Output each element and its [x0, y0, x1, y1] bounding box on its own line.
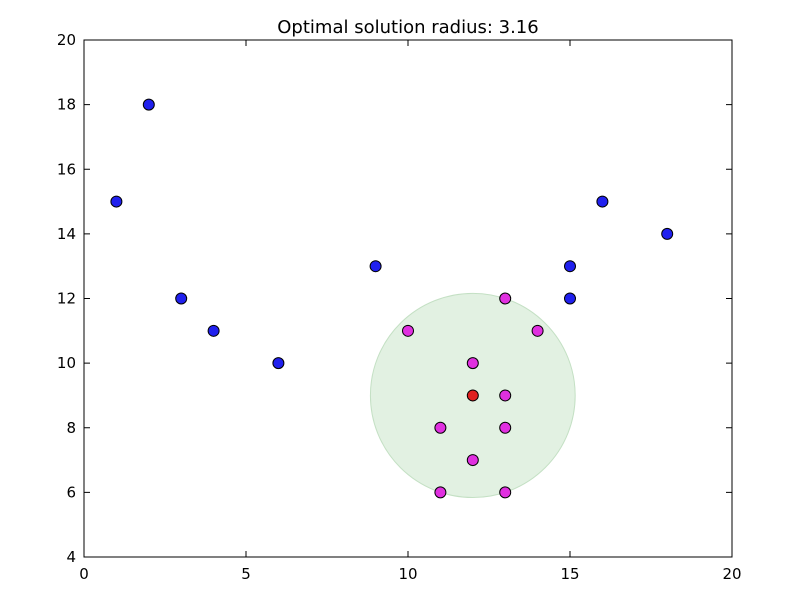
inside-points-point [499, 389, 512, 402]
outside-points-point [564, 260, 576, 273]
center-point [466, 389, 479, 402]
x-tick-label: 10 [398, 565, 417, 583]
inside-points-point [499, 292, 512, 305]
y-tick-label: 16 [57, 160, 76, 178]
outside-points-point [272, 357, 285, 370]
y-tick-label: 4 [66, 548, 76, 566]
y-tick-label: 14 [57, 225, 76, 243]
outside-points-point [142, 98, 155, 111]
outside-points-point [661, 227, 674, 240]
inside-points-point [499, 486, 512, 499]
y-tick-label: 6 [66, 483, 76, 501]
inside-points-point [466, 454, 479, 467]
y-tick-label: 20 [57, 31, 76, 49]
outside-points-point [110, 195, 123, 208]
outside-points-point [207, 324, 220, 337]
inside-points-point [499, 421, 512, 434]
inside-points-point [434, 421, 447, 434]
outside-points-point [369, 260, 382, 273]
outside-points-point [596, 195, 609, 208]
y-tick-label: 10 [57, 354, 76, 372]
inside-points-point [402, 324, 414, 337]
outside-points-point [175, 292, 188, 305]
inside-points-point [434, 486, 447, 499]
y-tick-label: 18 [57, 96, 76, 114]
x-tick-label: 0 [79, 565, 89, 583]
inside-points-point [466, 357, 479, 370]
outside-points-point [564, 292, 576, 305]
y-tick-label: 12 [57, 290, 76, 308]
x-tick-label: 20 [722, 565, 741, 583]
inside-points-point [531, 324, 544, 337]
x-tick-label: 5 [241, 565, 251, 583]
y-tick-label: 8 [66, 419, 76, 437]
chart-title: Optimal solution radius: 3.16 [277, 17, 538, 38]
x-tick-label: 15 [560, 565, 579, 583]
